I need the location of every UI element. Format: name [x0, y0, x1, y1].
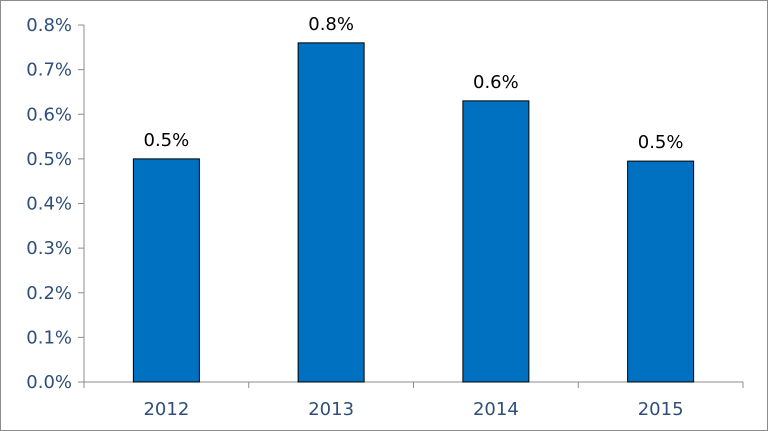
- bars: [132, 42, 695, 383]
- data-labels: 0.5% 0.8% 0.6% 0.5%: [144, 14, 684, 153]
- y-tick-label: 0.4%: [26, 194, 72, 215]
- y-tick-label: 0.7%: [26, 60, 72, 81]
- data-label-2014: 0.6%: [473, 72, 519, 93]
- y-tick-label: 0.8%: [26, 15, 72, 36]
- y-tick-label: 0.1%: [26, 327, 72, 348]
- x-category-label: 2013: [308, 399, 354, 420]
- y-tick-label: 0.3%: [26, 238, 72, 259]
- bar-2013: [297, 42, 365, 383]
- y-tick-label: 0.2%: [26, 283, 72, 304]
- y-tick-label: 0.5%: [26, 149, 72, 170]
- bar-2015: [627, 160, 695, 383]
- x-category-label: 2014: [473, 399, 519, 420]
- y-tick-label: 0.0%: [26, 372, 72, 393]
- x-axis-categories: 2012 2013 2014 2015: [143, 399, 683, 420]
- bar-2014: [462, 100, 530, 383]
- data-label-2013: 0.8%: [308, 14, 354, 35]
- data-label-2012: 0.5%: [144, 130, 190, 151]
- bar-2012: [132, 158, 200, 383]
- y-tick-label: 0.6%: [26, 104, 72, 125]
- x-category-label: 2015: [638, 399, 684, 420]
- data-label-2015: 0.5%: [638, 132, 684, 153]
- y-axis-ticks: 0.0% 0.1% 0.2% 0.3% 0.4% 0.5% 0.6% 0.7% 0.8%: [26, 15, 84, 393]
- x-category-label: 2012: [143, 399, 189, 420]
